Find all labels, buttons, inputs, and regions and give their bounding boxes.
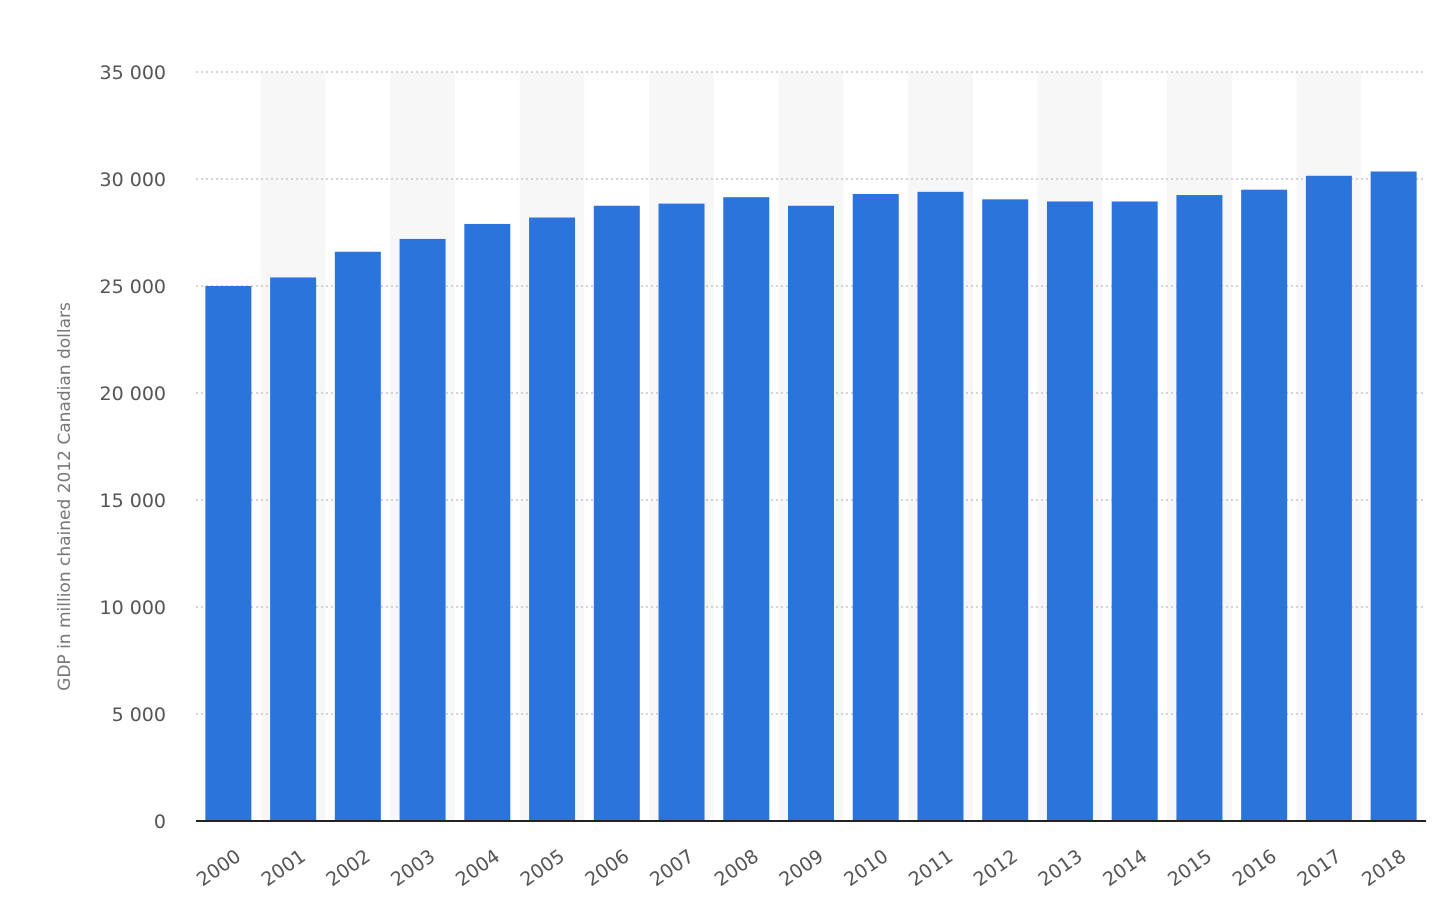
x-axis-ticks: 2000 2001 2002 2003 2004 2005 2006 2007 2008 2009… (193, 845, 1410, 891)
y-tick-label: 35 000 (100, 62, 166, 84)
bar-2005[interactable] (529, 217, 576, 821)
x-tick-label: 2009 (775, 845, 827, 891)
x-tick-label: 2018 (1358, 845, 1410, 891)
y-tick-label: 25 000 (100, 276, 166, 298)
y-tick-label: 30 000 (100, 169, 166, 191)
x-tick-label: 2007 (646, 845, 698, 891)
x-tick-label: 2002 (322, 845, 374, 891)
bar-2013[interactable] (1046, 201, 1093, 822)
x-tick-label: 2008 (711, 845, 763, 891)
x-tick-label: 2011 (905, 845, 957, 891)
y-axis-ticks: 0 5 000 10 000 15 000 20 000 25 000 30 000 35 0… (100, 62, 166, 833)
bar-2015[interactable] (1176, 195, 1223, 822)
bar-2008[interactable] (723, 197, 770, 821)
bar-2011[interactable] (917, 191, 964, 822)
x-tick-label: 2016 (1229, 845, 1281, 891)
bar-2014[interactable] (1111, 201, 1158, 822)
bar-2017[interactable] (1305, 175, 1352, 822)
x-tick-label: 2012 (970, 845, 1022, 891)
x-tick-label: 2010 (840, 845, 892, 891)
bar-2018[interactable] (1370, 171, 1417, 821)
bar-2003[interactable] (399, 238, 446, 822)
y-tick-label: 10 000 (100, 597, 166, 619)
bar-2009[interactable] (788, 205, 834, 821)
y-axis-title: GDP in million chained 2012 Canadian dol… (55, 302, 75, 691)
x-tick-label: 2006 (581, 845, 633, 891)
bar-2007[interactable] (658, 203, 705, 822)
bars (205, 171, 1417, 822)
bar-2010[interactable] (852, 193, 899, 822)
bar-2001[interactable] (270, 277, 317, 821)
x-tick-label: 2013 (1034, 845, 1086, 891)
y-tick-label: 0 (154, 811, 166, 833)
x-tick-label: 2005 (516, 845, 568, 891)
bar-2002[interactable] (334, 251, 381, 821)
bar-2006[interactable] (593, 205, 640, 821)
y-tick-label: 15 000 (100, 490, 166, 512)
y-tick-label: 20 000 (100, 383, 166, 405)
x-tick-label: 2014 (1099, 845, 1151, 891)
bar-2012[interactable] (982, 199, 1029, 821)
x-tick-label: 2017 (1293, 845, 1345, 891)
x-tick-label: 2003 (387, 845, 439, 891)
x-tick-label: 2000 (193, 845, 245, 891)
bar-2016[interactable] (1241, 189, 1288, 821)
bar-2000[interactable] (205, 286, 252, 821)
x-tick-label: 2004 (452, 845, 504, 891)
y-tick-label: 5 000 (112, 704, 166, 726)
x-tick-label: 2001 (258, 845, 310, 891)
x-tick-label: 2015 (1164, 845, 1216, 891)
bar-2004[interactable] (464, 223, 511, 821)
